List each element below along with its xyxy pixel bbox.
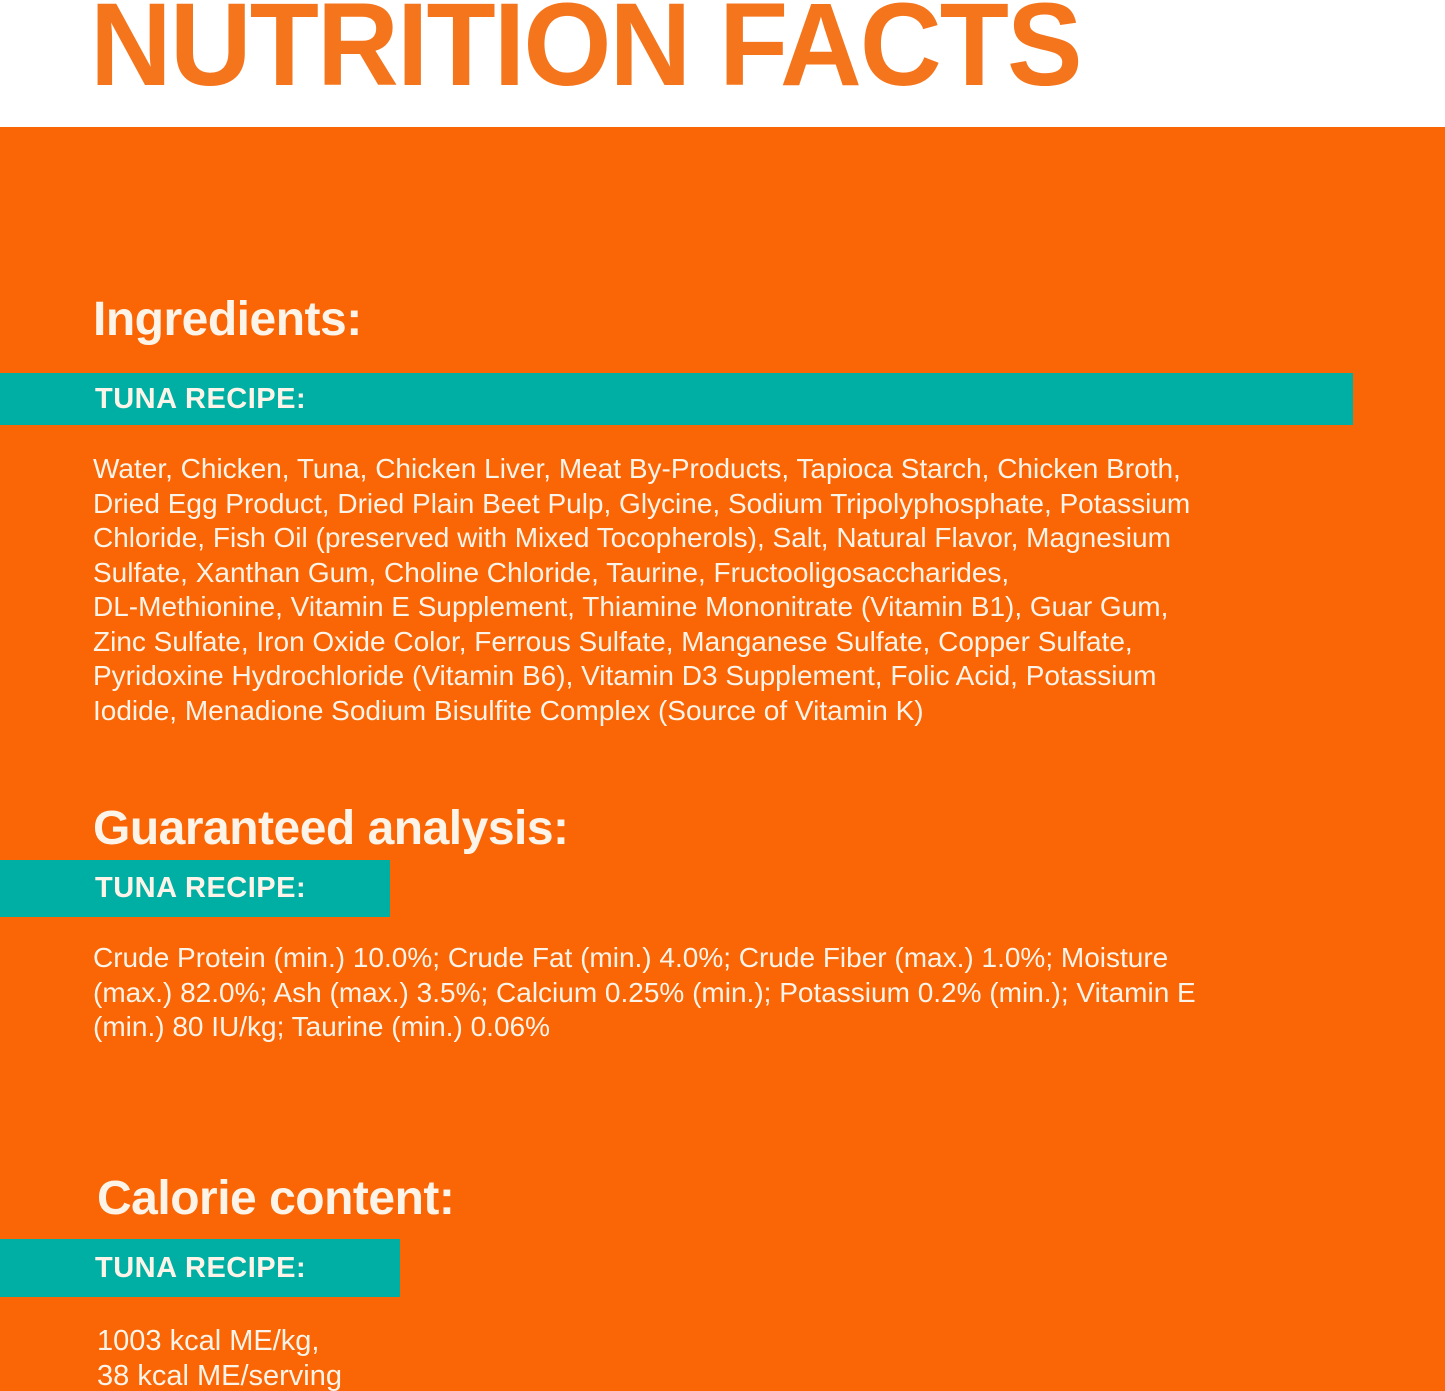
ingredients-heading: Ingredients: (93, 293, 362, 346)
title-band: NUTRITION FACTS (0, 0, 1445, 127)
guaranteed-analysis-recipe-banner: TUNA RECIPE: (0, 860, 390, 917)
guaranteed-analysis-recipe-label: TUNA RECIPE: (95, 872, 307, 904)
page-title: NUTRITION FACTS (90, 0, 1083, 111)
calorie-content-recipe-label: TUNA RECIPE: (95, 1251, 307, 1284)
label-body: Ingredients: TUNA RECIPE: Water, Chicken… (0, 127, 1445, 1391)
ingredients-text: Water, Chicken, Tuna, Chicken Liver, Mea… (93, 453, 1191, 726)
guaranteed-analysis-text: Crude Protein (min.) 10.0%; Crude Fat (m… (93, 942, 1196, 1042)
ingredients-recipe-banner: TUNA RECIPE: (0, 373, 1353, 425)
guaranteed-analysis-heading: Guaranteed analysis: (93, 802, 569, 855)
calorie-content-heading: Calorie content: (97, 1172, 455, 1225)
calorie-content-text: 1003 kcal ME/kg, 38 kcal ME/serving (97, 1325, 342, 1391)
calorie-content-recipe-banner: TUNA RECIPE: (0, 1239, 400, 1297)
ingredients-recipe-label: TUNA RECIPE: (95, 382, 307, 415)
